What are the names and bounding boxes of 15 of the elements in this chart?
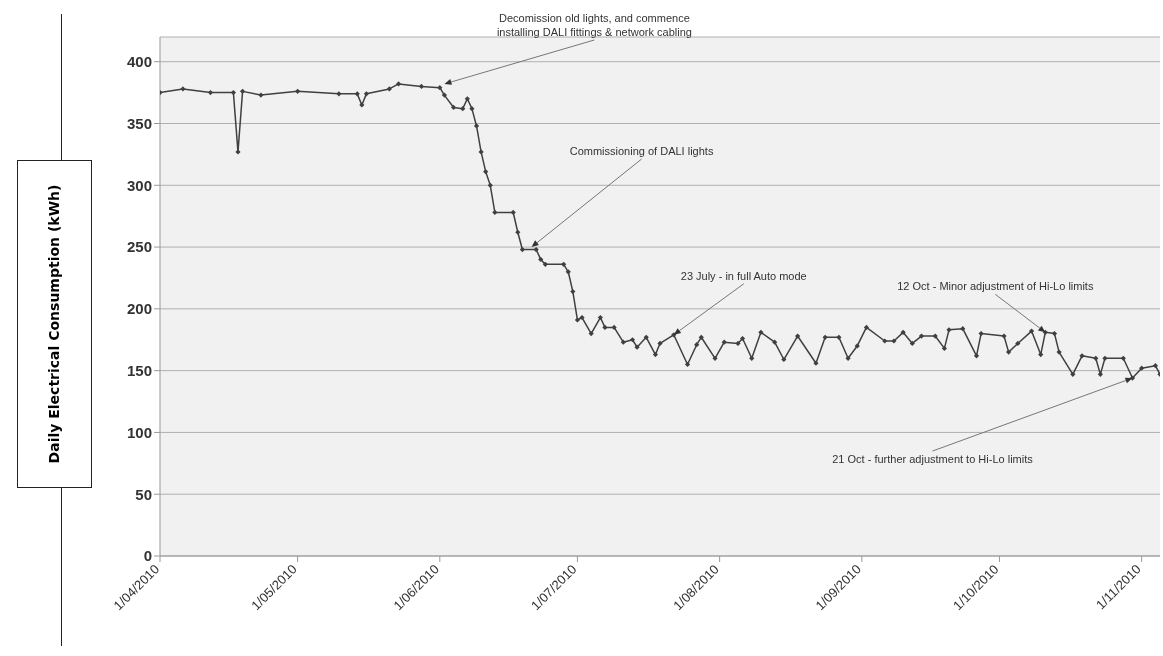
y-tick-label: 150 (126, 361, 152, 379)
annotation: Commissioning of DALI lights (569, 145, 714, 158)
y-tick-label: 200 (126, 300, 152, 318)
y-tick-label: 0 (143, 547, 152, 565)
y-tick-label: 300 (126, 176, 152, 194)
y-tick-label: 350 (126, 114, 152, 132)
annotation: 23 July - in full Auto mode (680, 269, 807, 282)
y-axis-title: Daily Electrical Consumption (kWh) (46, 184, 63, 464)
y-tick-label: 50 (135, 485, 152, 503)
annotation: Decomission old lights, and commence installing DALI fittings & network cabling (496, 11, 692, 38)
annotation: 12 Oct - Minor adjustment of Hi-Lo limits (897, 280, 1094, 293)
y-tick-label: 400 (126, 53, 152, 71)
y-tick-label: 250 (126, 238, 152, 256)
annotation: 21 Oct - further adjustment to Hi-Lo limits (832, 453, 1034, 466)
y-tick-label: 100 (126, 423, 152, 441)
